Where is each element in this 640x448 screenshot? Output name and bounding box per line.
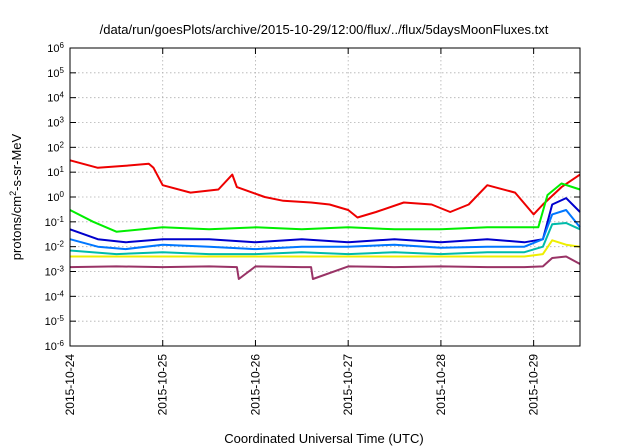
y-tick-label: 10-2 [45,239,65,254]
series-line-2 [69,182,581,233]
y-tick-label: 10-4 [45,289,65,304]
y-tick-label: 100 [47,190,64,205]
data-series [69,159,581,280]
y-axis-label: protons/cm2-s-sr-MeV [8,133,24,260]
series-line-5 [69,222,581,256]
y-tick-label: 10-6 [45,339,65,354]
x-tick-label: 2015-10-27 [341,354,355,416]
x-tick-label: 2015-10-25 [156,354,170,416]
series-line-7 [69,255,581,280]
y-tick-label: 101 [47,165,64,180]
x-tick-label: 2015-10-24 [63,354,77,416]
series-line-4 [69,209,581,251]
y-tick-label: 103 [47,115,64,130]
x-axis-label: Coordinated Universal Time (UTC) [224,431,423,446]
y-tick-label: 10-1 [45,214,65,229]
y-tick-label: 10-5 [45,314,65,329]
y-tick-label: 105 [47,65,64,80]
gridlines [70,48,580,346]
series-line-3 [69,197,581,244]
y-tick-label: 10-3 [45,264,65,279]
series-line-1 [69,159,581,219]
y-tick-label: 102 [47,140,64,155]
x-tick-label: 2015-10-26 [248,354,262,416]
y-tick-label: 104 [47,90,64,105]
series-line-6 [70,239,581,258]
chart-title: /data/run/goesPlots/archive/2015-10-29/1… [100,22,549,37]
y-tick-label: 106 [47,41,64,56]
x-tick-label: 2015-10-28 [434,354,448,416]
x-tick-label: 2015-10-29 [527,354,541,416]
axis-ticks: 10-6 10-5 10-4 10-3 10-2 10-1 100 101 102 103 104 1… [45,41,580,416]
